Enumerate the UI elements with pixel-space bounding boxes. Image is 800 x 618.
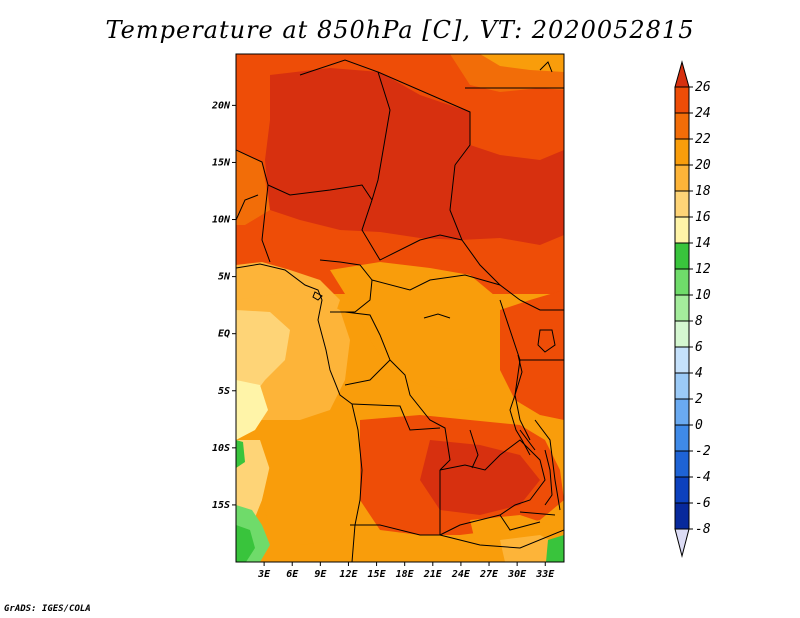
map-frame [235,53,565,563]
latitude-tick-label: 10S [212,443,230,454]
colorbar-label: 22 [695,132,711,147]
longitude-tick-label: 24E [451,569,471,580]
colorbar-label: 4 [695,366,703,381]
latitude-tick-label: EQ [218,329,230,340]
colorbar-label: 6 [695,340,703,355]
longitude-tick-label: 12E [339,569,358,580]
colorbar-label: 0 [695,418,703,433]
colorbar-label: -4 [695,470,711,485]
colorbar-min-triangle [674,528,690,558]
longitude-tick-label: 9E [314,569,327,580]
colorbar-label: 26 [695,80,711,95]
longitude-tick-label: 27E [479,569,499,580]
latitude-axis: 20N 15N 10N 5N EQ 5S 10S 15S [211,100,236,511]
longitude-tick-label: 15E [368,569,387,580]
colorbar-swatch [674,476,690,504]
latitude-tick-label: 15N [212,157,231,168]
colorbar-swatch [674,268,690,296]
longitude-tick-label: 21E [423,569,443,580]
colorbar-swatch [674,190,690,218]
colorbar-swatch [674,138,690,166]
colorbar-label: -6 [695,496,711,511]
colorbar-swatch [674,424,690,452]
colorbar-swatch [674,398,690,426]
colorbar-swatch [674,242,690,270]
colorbar-swatch [674,320,690,348]
colorbar-swatch [674,346,690,374]
longitude-tick-label: 30E [507,569,527,580]
colorbar-label: 8 [695,314,703,329]
longitude-tick-label: 18E [396,569,415,580]
longitude-tick-label: 6E [286,569,299,580]
latitude-tick-label: 10N [212,215,231,226]
colorbar-swatch [674,294,690,322]
colorbar-swatch [674,164,690,192]
temperature-field [236,54,564,562]
colorbar-swatch [674,450,690,478]
colorbar-label: 14 [695,236,711,251]
colorbar-swatch [674,502,690,530]
latitude-tick-label: 15S [212,500,230,511]
latitude-tick-label: 20N [211,100,231,111]
longitude-tick-label: 3E [257,569,271,580]
credit-text: GrADS: IGES/COLA [4,604,91,614]
longitude-tick-label: 33E [535,569,555,580]
colorbar-label: 10 [695,288,711,303]
colorbar-label: -8 [695,522,711,537]
colorbar-label: 18 [695,184,711,199]
colorbar-label: 16 [695,210,711,225]
colorbar-swatch [674,372,690,400]
colorbar-label: 20 [695,158,711,173]
chart-title: Temperature at 850hPa [C], VT: 202005281… [105,16,695,44]
colorbar-swatch [674,112,690,140]
country-borders [236,59,564,562]
colorbar-swatch [674,86,690,114]
latitude-tick-label: 5N [218,272,231,283]
colorbar-label: -2 [695,444,711,459]
longitude-axis: 3E 6E 9E 12E 15E 18E 21E 24E 27E 30E 33E [257,562,555,580]
latitude-tick-label: 5S [218,386,230,397]
colorbar-max-triangle [674,60,690,88]
colorbar-label: 12 [695,262,711,277]
colorbar-swatch [674,216,690,244]
colorbar-label: 2 [695,392,703,407]
colorbar-label: 24 [695,106,711,121]
